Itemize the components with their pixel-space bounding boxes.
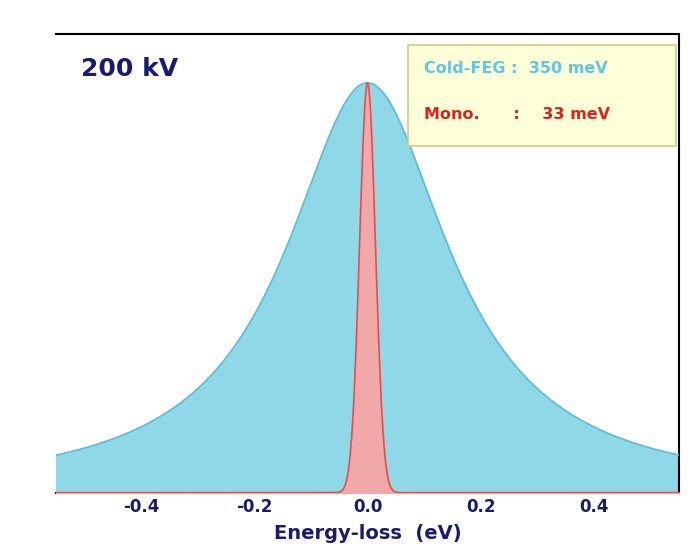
Text: Mono.      :    33 meV: Mono. : 33 meV [424,107,610,122]
Text: 200 kV: 200 kV [81,57,178,81]
X-axis label: Energy-loss  (eV): Energy-loss (eV) [274,524,461,543]
FancyBboxPatch shape [408,45,676,146]
Text: Cold-FEG :  350 meV: Cold-FEG : 350 meV [424,61,607,76]
